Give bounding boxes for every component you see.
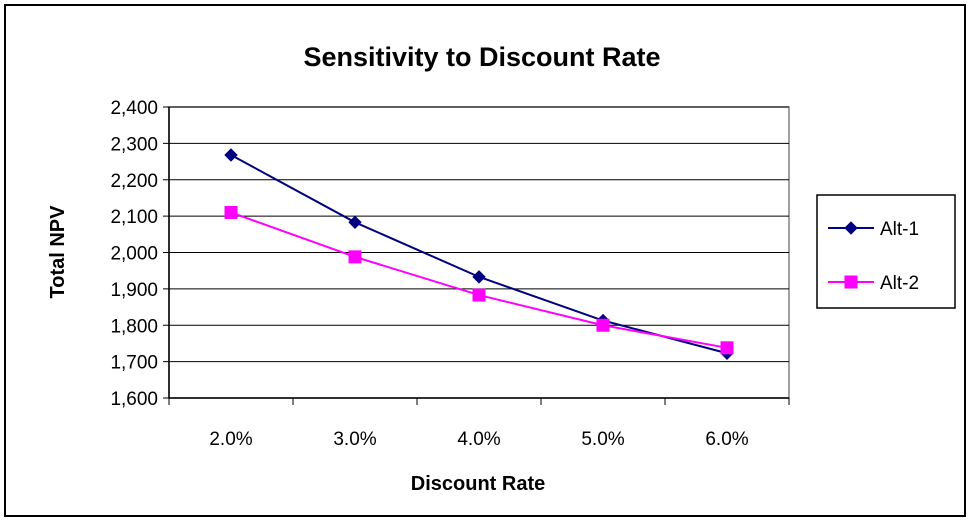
y-tick-label: 1,700 bbox=[110, 353, 158, 374]
x-tick-label: 5.0% bbox=[581, 429, 624, 450]
x-tick-label: 3.0% bbox=[333, 429, 376, 450]
legend-label: Alt-1 bbox=[880, 219, 919, 240]
chart-title: Sensitivity to Discount Rate bbox=[303, 42, 660, 72]
data-point-marker bbox=[472, 288, 486, 302]
x-axis-title: Discount Rate bbox=[411, 473, 545, 495]
x-tick-label: 4.0% bbox=[457, 429, 500, 450]
data-point-marker bbox=[348, 215, 362, 230]
legend-marker bbox=[844, 221, 858, 235]
series-group bbox=[224, 148, 734, 360]
legend-label: Alt-2 bbox=[880, 273, 919, 294]
x-axis-tick-labels: 2.0% 3.0% 4.0% 5.0% 6.0% bbox=[209, 429, 748, 450]
y-axis-tick-labels: 1,600 1,700 1,800 1,900 2,000 2,100 2,200 2,300… bbox=[110, 98, 158, 410]
data-point-marker bbox=[224, 148, 238, 162]
legend: Alt-1 Alt-2 bbox=[816, 194, 956, 309]
legend-box bbox=[816, 194, 956, 309]
axes bbox=[163, 106, 790, 405]
x-tick-label: 6.0% bbox=[705, 429, 748, 450]
y-tick-label: 1,900 bbox=[110, 280, 158, 301]
data-point-marker bbox=[348, 250, 362, 264]
y-tick-label: 2,000 bbox=[110, 244, 158, 265]
data-point-marker bbox=[224, 205, 238, 219]
y-tick-label: 2,100 bbox=[110, 207, 158, 228]
data-point-marker bbox=[472, 270, 486, 284]
series-alt-2 bbox=[224, 205, 734, 355]
data-point-marker bbox=[596, 318, 610, 332]
y-axis-title: Total NPV bbox=[47, 205, 69, 299]
legend-item: Alt-1 bbox=[828, 219, 919, 240]
legend-item: Alt-2 bbox=[828, 273, 919, 294]
legend-marker bbox=[844, 275, 858, 289]
y-tick-label: 2,300 bbox=[110, 134, 158, 155]
y-tick-label: 2,200 bbox=[110, 171, 158, 192]
data-point-marker bbox=[720, 341, 734, 355]
x-tick-label: 2.0% bbox=[209, 429, 252, 450]
y-tick-label: 1,600 bbox=[110, 389, 158, 410]
y-tick-label: 1,800 bbox=[110, 316, 158, 337]
y-tick-label: 2,400 bbox=[110, 98, 158, 119]
